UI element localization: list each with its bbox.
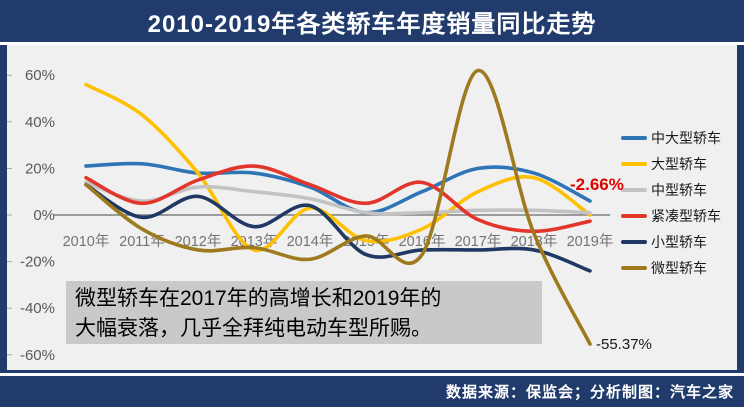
x-axis-tick-label: 2014年	[287, 233, 334, 250]
legend-line-swatch-icon	[621, 240, 647, 244]
series-line-4	[84, 182, 592, 273]
y-axis-tick-label: -40%	[20, 300, 55, 317]
annotation-note-line2: 大幅衰落，几乎全拜纯电动车型所赐。	[75, 317, 432, 340]
legend-label: 中大型轿车	[651, 130, 721, 146]
legend-item-3: 紧凑型轿车	[621, 203, 737, 229]
chart-plot: 60%40%20%0%-20%-40%-60%2010年 2011年 2012年 20…	[7, 67, 614, 364]
chart-title: 2010-2019年各类轿车年度销量同比走势	[147, 10, 597, 38]
series-line-5	[84, 68, 592, 346]
legend-label: 微型轿车	[651, 260, 707, 276]
series-line-3	[84, 164, 592, 234]
y-axis-tick-label: -20%	[20, 254, 55, 271]
legend-item-2: 中型轿车	[621, 177, 737, 203]
x-axis-tick-label: 2016年	[399, 233, 446, 250]
series-line-0	[84, 161, 592, 215]
chart-legend: 中大型轿车大型轿车中型轿车紧凑型轿车小型轿车微型轿车	[621, 125, 737, 281]
title-bar: 2010-2019年各类轿车年度销量同比走势	[0, 0, 744, 45]
legend-item-0: 中大型轿车	[621, 125, 737, 151]
legend-label: 大型轿车	[651, 156, 707, 172]
x-axis-tick-label: 2018年	[511, 233, 558, 250]
legend-line-swatch-icon	[621, 136, 647, 140]
data-label-mini-2019: -55.37%	[596, 336, 652, 353]
y-axis-tick-label: 60%	[25, 67, 55, 84]
legend-item-5: 微型轿车	[621, 255, 737, 281]
legend-item-1: 大型轿车	[621, 151, 737, 177]
x-axis-tick-label: 2017年	[455, 233, 502, 250]
y-axis-tick-label: 20%	[25, 160, 55, 177]
legend-label: 小型轿车	[651, 234, 707, 250]
legend-item-4: 小型轿车	[621, 229, 737, 255]
footer-bar: 数据来源：保监会；分析制图：汽车之家	[0, 373, 744, 407]
annotation-note: 微型轿车在2017年的高增长和2019年的 大幅衰落，几乎全拜纯电动车型所赐。	[66, 281, 542, 344]
y-axis-tick-label: 40%	[25, 114, 55, 131]
legend-label: 中型轿车	[651, 182, 707, 198]
legend-line-swatch-icon	[621, 162, 647, 166]
legend-line-swatch-icon	[621, 214, 647, 218]
legend-line-swatch-icon	[621, 188, 647, 192]
data-source-text: 数据来源：保监会；分析制图：汽车之家	[445, 384, 734, 401]
legend-label: 紧凑型轿车	[651, 208, 721, 224]
chart-panel: 60% 40% 20% 0% -20% -40% -60% 2010年 2011年 2012年 20…	[7, 45, 737, 370]
y-axis-tick-label: 0%	[33, 207, 55, 224]
x-axis-tick-label: 2010年	[63, 233, 110, 250]
annotation-note-line1: 微型轿车在2017年的高增长和2019年的	[75, 287, 442, 310]
legend-line-swatch-icon	[621, 266, 647, 270]
x-axis-tick-label: 2019年	[567, 233, 614, 250]
x-axis-tick-label: 2011年	[119, 233, 165, 250]
data-label-compact-2019: -2.66%	[570, 175, 624, 194]
y-axis-tick-label: -60%	[20, 347, 55, 364]
